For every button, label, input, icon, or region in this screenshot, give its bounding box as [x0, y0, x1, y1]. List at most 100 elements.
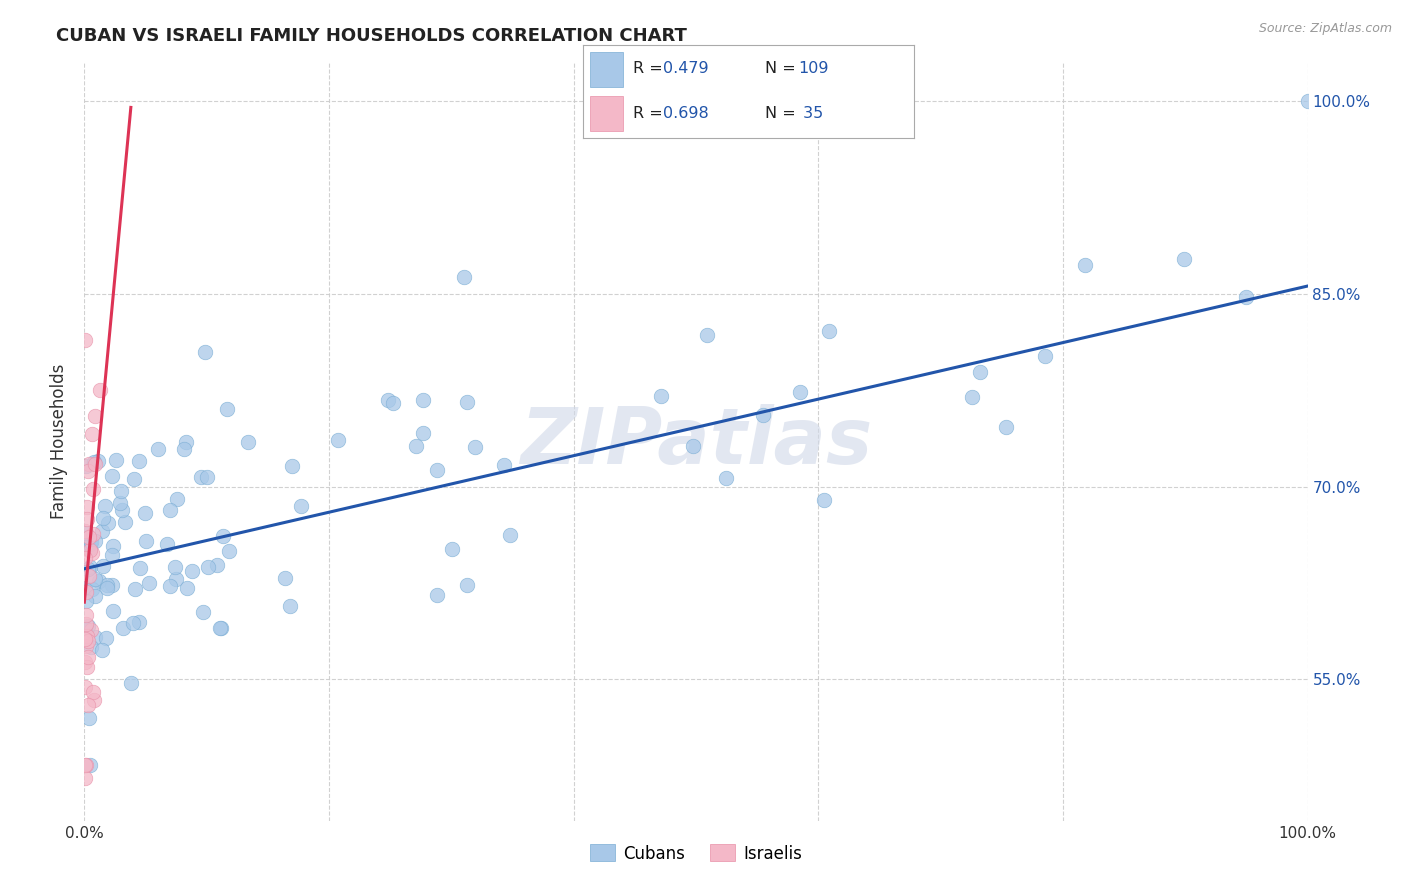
Point: [73, 551, 96, 566]
Point: [101, 578, 124, 592]
Point: [104, 453, 127, 467]
Point: [97, 516, 120, 531]
Point: [280, 459, 302, 474]
Point: [101, 469, 124, 483]
Point: [80, 582, 103, 596]
Point: [94, 500, 117, 514]
Point: [75, 593, 97, 607]
Point: [134, 507, 156, 521]
Text: 109: 109: [799, 62, 828, 77]
Point: [76, 650, 98, 665]
Point: [995, 420, 1018, 434]
Point: [80, 640, 103, 654]
Point: [82, 527, 104, 541]
Point: [91, 511, 114, 525]
Point: [84, 458, 107, 472]
Point: [84, 589, 107, 603]
Point: [76, 629, 98, 643]
Point: [696, 327, 718, 342]
Point: [456, 395, 478, 409]
Point: [218, 543, 240, 558]
Point: [89, 383, 111, 397]
Point: [77, 457, 100, 471]
Point: [96, 581, 118, 595]
Point: [190, 469, 212, 483]
Point: [1234, 290, 1257, 304]
Point: [75, 639, 97, 653]
Point: [236, 435, 259, 450]
Point: [124, 582, 146, 596]
Point: [193, 606, 215, 620]
Point: [412, 425, 434, 440]
Point: [494, 458, 516, 472]
Text: N =: N =: [765, 62, 796, 77]
Point: [193, 344, 215, 359]
Point: [73, 581, 96, 595]
Point: [77, 530, 100, 544]
Point: [79, 624, 101, 638]
Point: [817, 324, 839, 338]
Y-axis label: Family Households: Family Households: [51, 364, 69, 519]
Point: [75, 525, 97, 540]
Point: [75, 584, 97, 599]
Point: [79, 543, 101, 558]
Point: [75, 621, 97, 635]
Point: [76, 500, 98, 514]
Point: [159, 503, 181, 517]
Point: [90, 524, 112, 538]
Point: [159, 579, 181, 593]
Point: [108, 496, 131, 510]
Point: [155, 537, 177, 551]
Point: [79, 537, 101, 551]
Point: [77, 711, 100, 725]
Point: [682, 439, 704, 453]
Point: [77, 698, 100, 712]
Point: [77, 569, 100, 583]
Bar: [591, 52, 623, 87]
Text: R =: R =: [633, 106, 662, 121]
Point: [84, 630, 107, 644]
Point: [180, 565, 202, 579]
Point: [76, 511, 98, 525]
Point: [128, 615, 150, 629]
Point: [111, 503, 134, 517]
Point: [1296, 94, 1319, 108]
Point: [101, 548, 124, 562]
Point: [79, 534, 101, 549]
Point: [456, 578, 478, 592]
Point: [83, 572, 105, 586]
Point: [76, 607, 98, 622]
Point: [129, 561, 152, 575]
Legend: Cubans, Israelis: Cubans, Israelis: [583, 838, 808, 869]
Text: 35: 35: [799, 106, 824, 121]
Point: [960, 390, 983, 404]
Point: [166, 491, 188, 506]
Point: [101, 604, 124, 618]
Point: [75, 655, 97, 669]
Point: [114, 515, 136, 529]
Point: [453, 270, 475, 285]
Point: [197, 559, 219, 574]
Point: [83, 455, 105, 469]
Point: [73, 524, 96, 539]
Point: [499, 528, 522, 542]
Point: [79, 560, 101, 574]
Point: [1033, 349, 1056, 363]
Point: [96, 631, 118, 645]
Point: [82, 482, 104, 496]
Point: [73, 757, 96, 772]
Point: [146, 442, 169, 456]
Point: [79, 541, 101, 556]
Point: [75, 617, 97, 632]
Point: [75, 459, 97, 474]
Point: [205, 558, 228, 573]
Point: [77, 634, 100, 648]
Point: [328, 433, 350, 447]
Point: [96, 578, 118, 592]
Point: [165, 572, 187, 586]
Point: [75, 758, 97, 772]
Point: [212, 529, 235, 543]
Text: R =: R =: [633, 62, 662, 77]
Point: [274, 571, 297, 585]
Point: [195, 470, 218, 484]
